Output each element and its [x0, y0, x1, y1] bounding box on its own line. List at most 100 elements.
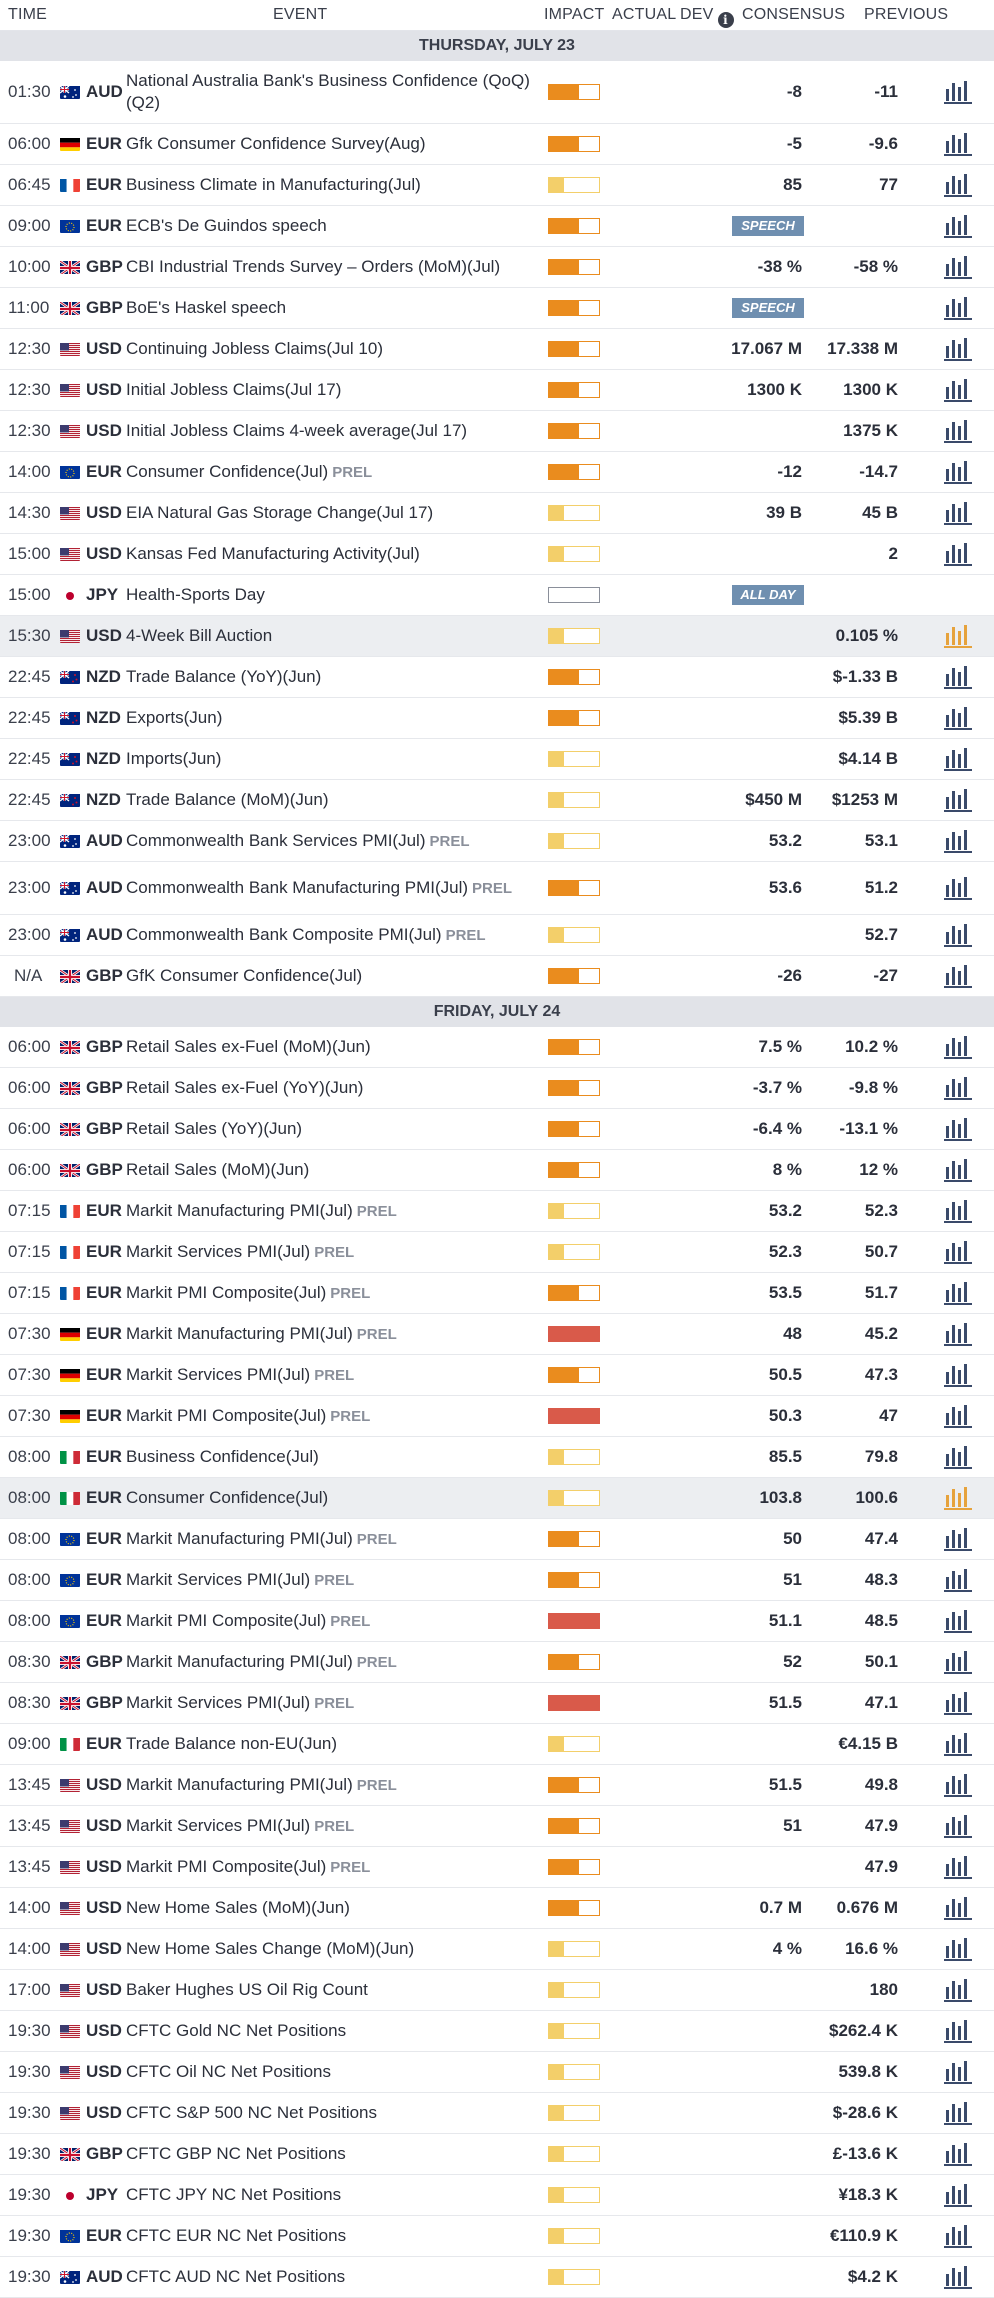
bar-chart-icon[interactable] — [943, 459, 973, 485]
event-name[interactable]: Kansas Fed Manufacturing Activity(Jul) — [126, 544, 420, 564]
bar-chart-icon[interactable] — [943, 1075, 973, 1101]
bar-chart-icon[interactable] — [943, 1444, 973, 1470]
table-row[interactable]: 07:15 EUR Markit PMI Composite(Jul) PREL 53.… — [0, 1273, 994, 1314]
table-row[interactable]: 10:00 GBP CBI Industrial Trends Survey – O… — [0, 247, 994, 288]
bar-chart-icon[interactable] — [943, 1198, 973, 1224]
event-name[interactable]: Markit Services PMI(Jul) PREL — [126, 1816, 354, 1836]
event-name[interactable]: Baker Hughes US Oil Rig Count — [126, 1980, 368, 2000]
table-row[interactable]: 07:30 EUR Markit Services PMI(Jul) PREL 50.5… — [0, 1355, 994, 1396]
table-row[interactable]: 19:30 GBP CFTC GBP NC Net Positions £-13.6 … — [0, 2134, 994, 2175]
bar-chart-icon[interactable] — [943, 2264, 973, 2290]
bar-chart-icon[interactable] — [943, 213, 973, 239]
table-row[interactable]: 14:30 USD EIA Natural Gas Storage Change(J… — [0, 493, 994, 534]
table-row[interactable]: 07:30 EUR Markit Manufacturing PMI(Jul) PRE… — [0, 1314, 994, 1355]
event-name[interactable]: Gfk Consumer Confidence Survey(Aug) — [126, 134, 426, 154]
bar-chart-icon[interactable] — [943, 131, 973, 157]
bar-chart-icon[interactable] — [943, 2100, 973, 2126]
event-name[interactable]: CFTC GBP NC Net Positions — [126, 2144, 346, 2164]
bar-chart-icon[interactable] — [943, 377, 973, 403]
event-name[interactable]: ECB's De Guindos speech — [126, 216, 327, 236]
bar-chart-icon[interactable] — [943, 254, 973, 280]
table-row[interactable]: 01:30 AUD National Australia Bank's Busine… — [0, 61, 994, 124]
event-name[interactable]: Trade Balance (MoM)(Jun) — [126, 790, 329, 810]
bar-chart-icon[interactable] — [943, 875, 973, 901]
event-name[interactable]: CFTC Oil NC Net Positions — [126, 2062, 331, 2082]
bar-chart-icon[interactable] — [943, 1854, 973, 1880]
table-row[interactable]: 06:00 EUR Gfk Consumer Confidence Survey(A… — [0, 124, 994, 165]
event-name[interactable]: Markit PMI Composite(Jul) PREL — [126, 1857, 370, 1877]
table-row[interactable]: 15:00 JPY Health-Sports Day ALL DAY — [0, 575, 994, 616]
event-name[interactable]: Commonwealth Bank Services PMI(Jul) PREL — [126, 831, 470, 851]
bar-chart-icon[interactable] — [943, 2223, 973, 2249]
header-time[interactable]: TIME — [8, 6, 48, 23]
bar-chart-icon[interactable] — [943, 1936, 973, 1962]
bar-chart-icon[interactable] — [943, 1813, 973, 1839]
table-row[interactable]: 15:00 USD Kansas Fed Manufacturing Activit… — [0, 534, 994, 575]
bar-chart-icon[interactable] — [943, 1772, 973, 1798]
table-row[interactable]: 13:45 USD Markit Services PMI(Jul) PREL 51 47… — [0, 1806, 994, 1847]
event-name[interactable]: Markit Manufacturing PMI(Jul) PREL — [126, 1529, 397, 1549]
table-row[interactable]: 14:00 USD New Home Sales Change (MoM)(Jun)… — [0, 1929, 994, 1970]
bar-chart-icon[interactable] — [943, 664, 973, 690]
bar-chart-icon[interactable] — [943, 1280, 973, 1306]
bar-chart-icon[interactable] — [943, 172, 973, 198]
bar-chart-icon[interactable] — [943, 500, 973, 526]
table-row[interactable]: 12:30 USD Initial Jobless Claims(Jul 17) 13… — [0, 370, 994, 411]
table-row[interactable]: 06:00 GBP Retail Sales ex-Fuel (YoY)(Jun) -… — [0, 1068, 994, 1109]
event-name[interactable]: CFTC JPY NC Net Positions — [126, 2185, 341, 2205]
event-name[interactable]: Markit Services PMI(Jul) PREL — [126, 1242, 354, 1262]
table-row[interactable]: 17:00 USD Baker Hughes US Oil Rig Count 180 — [0, 1970, 994, 2011]
bar-chart-icon[interactable] — [943, 79, 973, 105]
event-name[interactable]: Business Climate in Manufacturing(Jul) — [126, 175, 421, 195]
table-row[interactable]: 19:30 USD CFTC S&P 500 NC Net Positions $-2… — [0, 2093, 994, 2134]
bar-chart-icon[interactable] — [943, 1567, 973, 1593]
event-name[interactable]: Markit Services PMI(Jul) PREL — [126, 1365, 354, 1385]
header-event[interactable]: EVENT — [273, 6, 328, 23]
table-row[interactable]: 12:30 USD Initial Jobless Claims 4-week av… — [0, 411, 994, 452]
event-name[interactable]: Retail Sales ex-Fuel (YoY)(Jun) — [126, 1078, 363, 1098]
table-row[interactable]: 08:00 EUR Markit Manufacturing PMI(Jul) PRE… — [0, 1519, 994, 1560]
bar-chart-icon[interactable] — [943, 1362, 973, 1388]
table-row[interactable]: 06:00 GBP Retail Sales (YoY)(Jun) -6.4 % -13… — [0, 1109, 994, 1150]
event-name[interactable]: Markit PMI Composite(Jul) PREL — [126, 1406, 370, 1426]
table-row[interactable]: 07:15 EUR Markit Services PMI(Jul) PREL 52.3… — [0, 1232, 994, 1273]
bar-chart-icon[interactable] — [943, 418, 973, 444]
table-row[interactable]: 07:30 EUR Markit PMI Composite(Jul) PREL 50.… — [0, 1396, 994, 1437]
table-row[interactable]: 19:30 USD CFTC Gold NC Net Positions $262.4… — [0, 2011, 994, 2052]
table-row[interactable]: 22:45 NZD Exports(Jun) $5.39 B — [0, 698, 994, 739]
bar-chart-icon[interactable] — [943, 963, 973, 989]
bar-chart-icon[interactable] — [943, 1321, 973, 1347]
table-row[interactable]: 08:00 EUR Consumer Confidence(Jul) 103.8 100… — [0, 1478, 994, 1519]
event-name[interactable]: 4-Week Bill Auction — [126, 626, 272, 646]
table-row[interactable]: 09:00 EUR ECB's De Guindos speech SPEECH — [0, 206, 994, 247]
table-row[interactable]: 15:30 USD 4-Week Bill Auction 0.105 % — [0, 616, 994, 657]
table-row[interactable]: 23:00 AUD Commonwealth Bank Composite PMI(… — [0, 915, 994, 956]
event-name[interactable]: Markit Manufacturing PMI(Jul) PREL — [126, 1201, 397, 1221]
bar-chart-icon[interactable] — [943, 1157, 973, 1183]
header-consensus[interactable]: CONSENSUS — [742, 6, 846, 23]
table-row[interactable]: 08:30 GBP Markit Services PMI(Jul) PREL 51.5… — [0, 1683, 994, 1724]
table-row[interactable]: 14:00 EUR Consumer Confidence(Jul) PREL -12 -… — [0, 452, 994, 493]
header-impact[interactable]: IMPACT — [544, 6, 605, 23]
bar-chart-icon[interactable] — [943, 1690, 973, 1716]
bar-chart-icon[interactable] — [943, 336, 973, 362]
event-name[interactable]: Consumer Confidence(Jul) PREL — [126, 462, 372, 482]
table-row[interactable]: 13:45 USD Markit PMI Composite(Jul) PREL 47.… — [0, 1847, 994, 1888]
event-name[interactable]: EIA Natural Gas Storage Change(Jul 17) — [126, 503, 433, 523]
table-row[interactable]: 19:30 JPY CFTC JPY NC Net Positions ¥18.3 K — [0, 2175, 994, 2216]
event-name[interactable]: Trade Balance (YoY)(Jun) — [126, 667, 321, 687]
table-row[interactable]: 11:00 GBP BoE's Haskel speech SPEECH — [0, 288, 994, 329]
table-row[interactable]: 22:45 NZD Trade Balance (YoY)(Jun) $-1.33 B — [0, 657, 994, 698]
header-previous[interactable]: PREVIOUS — [864, 6, 949, 23]
event-name[interactable]: Markit Services PMI(Jul) PREL — [126, 1570, 354, 1590]
bar-chart-icon[interactable] — [943, 2182, 973, 2208]
bar-chart-icon[interactable] — [943, 746, 973, 772]
event-name[interactable]: New Home Sales (MoM)(Jun) — [126, 1898, 350, 1918]
bar-chart-icon[interactable] — [943, 1649, 973, 1675]
event-name[interactable]: Trade Balance non-EU(Jun) — [126, 1734, 337, 1754]
table-row[interactable]: 06:00 GBP Retail Sales (MoM)(Jun) 8 % 12 % — [0, 1150, 994, 1191]
event-name[interactable]: Continuing Jobless Claims(Jul 10) — [126, 339, 383, 359]
bar-chart-icon[interactable] — [943, 1034, 973, 1060]
event-name[interactable]: Retail Sales ex-Fuel (MoM)(Jun) — [126, 1037, 371, 1057]
event-name[interactable]: Retail Sales (MoM)(Jun) — [126, 1160, 309, 1180]
